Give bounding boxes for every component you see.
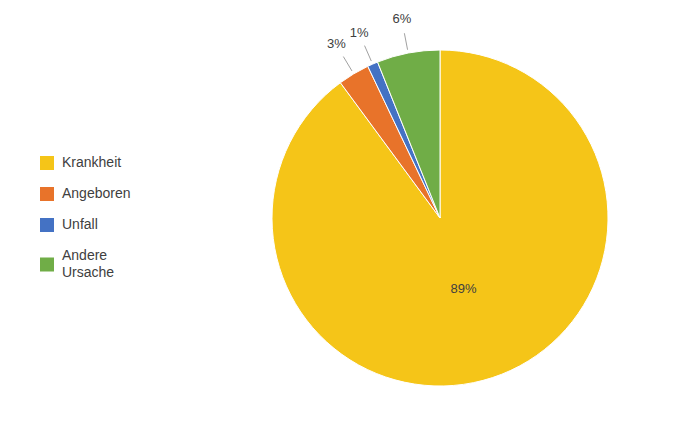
legend-label: Angeboren [62,185,131,201]
legend-label-line: Ursache [62,264,114,280]
data-label: 1% [350,25,369,40]
legend-item: Unfall [40,216,98,232]
legend-item: Angeboren [40,185,131,201]
data-labels: 89% 3% 1% 6% [327,11,477,296]
legend-label-line: Angeboren [62,185,131,201]
legend-label-line: Unfall [62,216,98,232]
legend-swatch [40,258,54,272]
legend-label-line: Krankheit [62,154,121,170]
legend-label-line: Andere [62,247,107,263]
legend-swatch [40,187,54,201]
legend-item: AndereUrsache [40,247,114,280]
leader-line [404,33,407,49]
chart: 89% 3% 1% 6% Krankheit Angeboren Unfall AndereU… [0,0,685,436]
legend-swatch [40,218,54,232]
legend: Krankheit Angeboren Unfall AndereUrsache [40,154,131,280]
legend-label: AndereUrsache [62,247,114,280]
data-label: 6% [392,11,411,26]
legend-item: Krankheit [40,154,121,170]
leader-line [365,46,372,61]
legend-label: Krankheit [62,154,121,170]
legend-label: Unfall [62,216,98,232]
data-label: 89% [451,281,477,296]
leader-line [343,57,352,71]
data-label: 3% [327,36,346,51]
slice [272,50,608,386]
pie [272,50,608,386]
legend-swatch [40,156,54,170]
slice [378,50,440,218]
